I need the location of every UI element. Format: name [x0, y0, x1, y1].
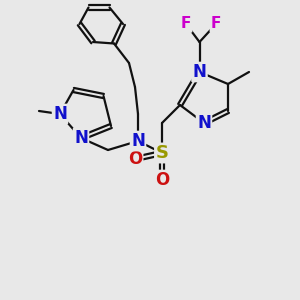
Text: S: S — [155, 144, 169, 162]
Text: N: N — [197, 114, 211, 132]
Text: N: N — [131, 132, 145, 150]
Text: N: N — [53, 105, 67, 123]
Text: O: O — [155, 171, 169, 189]
Text: N: N — [193, 63, 206, 81]
Text: F: F — [211, 16, 221, 32]
Text: F: F — [181, 16, 191, 32]
Text: O: O — [128, 150, 142, 168]
Text: N: N — [74, 129, 88, 147]
